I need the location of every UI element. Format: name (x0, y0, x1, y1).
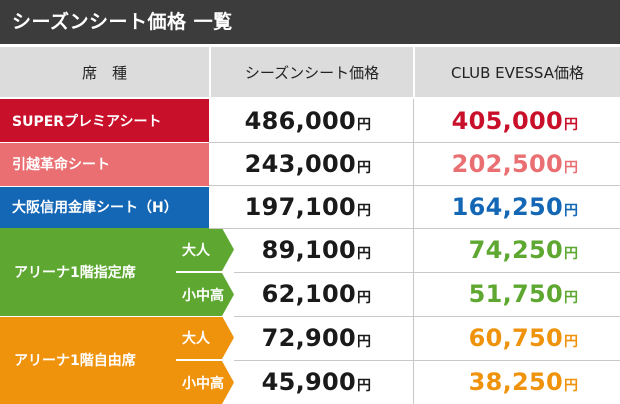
season-price-osaka-shinkin: 197,100 円 (244, 193, 371, 221)
club-price-hikkoshi-kakumei: 202,500 円 (451, 150, 578, 178)
season-price-free-adult: 72,900 円 (261, 324, 371, 352)
club-price-reserved-student: 51,750 円 (468, 280, 578, 308)
header-season-price: シーズンシート価格 (211, 47, 413, 97)
header-club-price: CLUB EVESSA価格 (415, 47, 620, 97)
row-divider (234, 272, 620, 273)
sub-adult-free: 大人 (176, 316, 234, 359)
seat-arena-free: アリーナ1階自由席 (0, 316, 176, 404)
season-price-reserved-student: 62,100 円 (261, 280, 371, 308)
page-title: シーズンシート価格 一覧 (0, 0, 620, 44)
column-divider (413, 99, 414, 404)
seat-arena-reserved: アリーナ1階指定席 (0, 228, 176, 316)
seat-super-premier: SUPERプレミアシート (0, 99, 209, 142)
season-price-free-student: 45,900 円 (261, 368, 371, 396)
club-price-osaka-shinkin: 164,250 円 (451, 193, 578, 221)
seat-hikkoshi-kakumei: 引越革命シート (0, 142, 209, 186)
sub-adult-reserved: 大人 (176, 228, 234, 271)
row-divider (209, 185, 620, 186)
season-price-super-premier: 486,000 円 (244, 107, 371, 135)
club-price-free-adult: 60,750 円 (468, 324, 578, 352)
group-arena-reserved: アリーナ1階指定席 大人 小中高 (0, 228, 234, 316)
sub-student-reserved: 小中高 (176, 273, 234, 316)
row-divider (234, 316, 620, 317)
row-divider (209, 228, 620, 229)
club-price-super-premier: 405,000 円 (451, 107, 578, 135)
header-seat-type: 席 種 (0, 47, 209, 97)
row-divider (0, 142, 209, 143)
sub-student-free: 小中高 (176, 361, 234, 404)
season-price-reserved-adult: 89,100 円 (261, 236, 371, 264)
row-divider (234, 360, 620, 361)
season-price-hikkoshi-kakumei: 243,000 円 (244, 150, 371, 178)
row-divider (209, 142, 620, 143)
club-price-reserved-adult: 74,250 円 (468, 236, 578, 264)
club-price-free-student: 38,250 円 (468, 368, 578, 396)
group-arena-free: アリーナ1階自由席 大人 小中高 (0, 316, 234, 404)
row-divider (0, 186, 209, 187)
seat-osaka-shinkin: 大阪信用金庫シート（H） (0, 186, 209, 228)
